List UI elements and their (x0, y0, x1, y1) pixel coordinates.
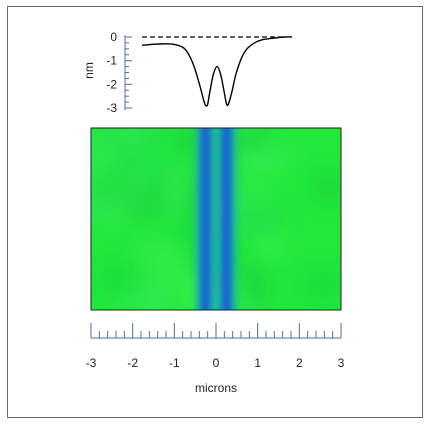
profile-y-tick-labels: 0 -1 -2 -3 (106, 30, 117, 115)
profile-y-ticks (125, 36, 132, 109)
heatmap-texture-blob (92, 259, 152, 286)
heatmap-texture-blob (147, 287, 168, 310)
heatmap-texture-blob (275, 144, 303, 161)
trench-core (199, 128, 212, 310)
heatmap-texture-blob (121, 128, 145, 144)
profile-series-line (141, 36, 293, 107)
x-axis-tick-label: -3 (86, 356, 97, 370)
heatmap-texture-blob (126, 164, 149, 203)
x-axis-tick-label: -1 (169, 356, 180, 370)
x-axis-tick-label: 2 (296, 356, 303, 370)
x-axis-ruler: -3 -2 -1 0 1 2 3 microns (86, 323, 345, 395)
x-axis-tick-label: 3 (338, 356, 345, 370)
profile-y-tick-label: -3 (106, 101, 117, 115)
x-axis-label: microns (195, 381, 237, 395)
x-axis-tick-label: 0 (213, 356, 220, 370)
heatmap-trenches (195, 128, 237, 310)
heatmap-border (90, 127, 342, 311)
x-axis-tick-label: 1 (254, 356, 261, 370)
heatmap-texture-blob (91, 179, 123, 207)
heatmap-texture-blob (91, 135, 123, 177)
profile-y-tick-label: -1 (106, 54, 117, 68)
heatmap-texture-blob (296, 265, 341, 305)
profile-y-axis-label: nm (82, 62, 96, 79)
x-axis-tick-label: -2 (127, 356, 138, 370)
x-axis-ticks (90, 323, 342, 338)
heatmap-texture-blob (226, 198, 287, 239)
heatmap-image (90, 127, 342, 311)
profile-y-tick-label: 0 (110, 30, 117, 44)
profile-y-tick-label: -2 (106, 77, 117, 91)
heatmap-texture-blob (228, 133, 266, 154)
profile-plot: 0 -1 -2 -3 nm (82, 30, 293, 115)
figure-frame (7, 6, 423, 418)
heatmap-texture-blob (310, 170, 341, 205)
x-axis-tick-labels: -3 -2 -1 0 1 2 3 (86, 356, 345, 370)
trench-core (220, 128, 233, 310)
heatmap-texture-blob (98, 279, 123, 298)
